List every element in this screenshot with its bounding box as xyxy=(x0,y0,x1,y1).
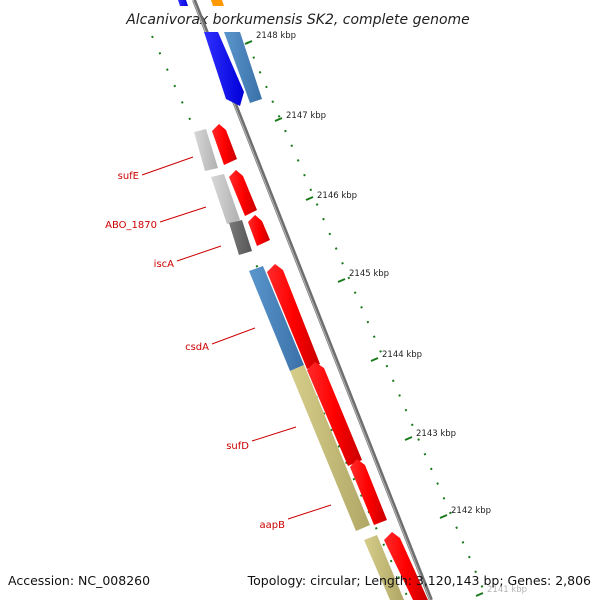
feature-iscA-cds xyxy=(248,215,270,246)
tick-2141 xyxy=(475,592,484,597)
leader-iscA xyxy=(176,245,222,262)
feature-ABO_1870-cds xyxy=(229,170,257,216)
feature-aapB-cds xyxy=(350,459,387,525)
feature-sufE-cds xyxy=(212,124,237,165)
map-title: Alcanivorax borkumensis SK2, complete ge… xyxy=(125,12,470,28)
tick-2142 xyxy=(439,514,448,519)
leader-sufE xyxy=(141,156,194,176)
gene-label-ABO_1870: ABO_1870 xyxy=(105,220,157,231)
gene-label-sufD: sufD xyxy=(226,441,249,452)
gene-label-sufE: sufE xyxy=(118,171,139,182)
feature-csdA-steel xyxy=(249,266,304,371)
leader-aapB xyxy=(287,504,332,520)
feature-orange-partial xyxy=(211,0,224,6)
leader-sufD xyxy=(251,426,297,442)
feature-blue-cds xyxy=(204,32,244,106)
scale-ticks: 2148 kbp 2147 kbp 2146 kbp 2145 kbp 2144… xyxy=(244,31,527,597)
tick-label-2141: 2141 kbp xyxy=(487,585,527,595)
tick-label-2144: 2144 kbp xyxy=(382,350,422,360)
gene-labels: sufE ABO_1870 iscA csdA sufD aapB xyxy=(105,156,332,531)
feature-steel-cds-top xyxy=(224,32,262,103)
feature-sufD-khaki xyxy=(290,365,370,531)
gene-label-aapB: aapB xyxy=(260,520,286,531)
feature-blue-top-partial xyxy=(178,0,188,6)
tick-2148 xyxy=(244,40,253,45)
feature-red-bottom-partial xyxy=(384,532,428,600)
tick-2145 xyxy=(337,278,346,283)
tick-2147 xyxy=(274,117,283,122)
leader-ABO_1870 xyxy=(159,206,207,223)
accession-label: Accession: NC_008260 xyxy=(8,573,151,588)
feature-sufD-cds xyxy=(307,362,362,466)
feature-ABO_1870-grey xyxy=(211,174,240,224)
tick-2144 xyxy=(370,357,379,362)
tick-label-2147: 2147 kbp xyxy=(286,111,326,121)
tick-label-2142: 2142 kbp xyxy=(451,506,491,516)
feature-khaki-bottom-partial xyxy=(364,535,404,600)
feature-sufE-grey xyxy=(194,129,218,171)
tick-2146 xyxy=(305,196,314,201)
tick-label-2146: 2146 kbp xyxy=(317,191,357,201)
tick-label-2148: 2148 kbp xyxy=(256,31,296,41)
feature-iscA-grey xyxy=(229,220,252,255)
feature-csdA-cds xyxy=(267,264,320,369)
tick-label-2145: 2145 kbp xyxy=(349,269,389,279)
leader-csdA xyxy=(211,327,256,345)
topology-label: Topology: circular; Length: 3,120,143 bp… xyxy=(247,573,591,588)
tick-label-2143: 2143 kbp xyxy=(416,429,456,439)
tick-2143 xyxy=(404,436,413,441)
gene-label-iscA: iscA xyxy=(154,259,174,270)
gene-label-csdA: csdA xyxy=(185,342,209,353)
